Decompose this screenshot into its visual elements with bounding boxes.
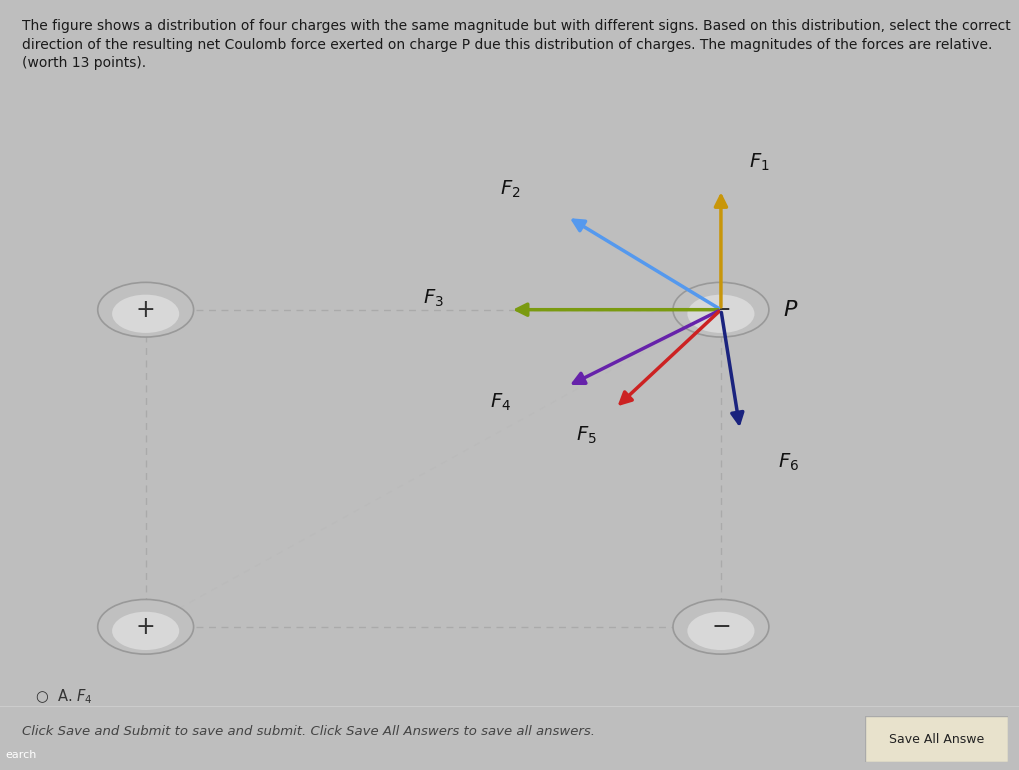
- Text: $P$: $P$: [783, 300, 798, 320]
- Text: $F_6$: $F_6$: [776, 452, 798, 474]
- Text: $F_3$: $F_3$: [423, 288, 443, 310]
- Text: The figure shows a distribution of four charges with the same magnitude but with: The figure shows a distribution of four …: [22, 19, 1010, 70]
- Circle shape: [98, 283, 194, 337]
- Text: $F_5$: $F_5$: [576, 425, 596, 446]
- Text: ○  A. $F_4$: ○ A. $F_4$: [35, 687, 93, 705]
- Circle shape: [687, 611, 754, 650]
- Text: $F_2$: $F_2$: [499, 179, 520, 200]
- Text: Click Save and Submit to save and submit. Click Save All Answers to save all ans: Click Save and Submit to save and submit…: [22, 725, 595, 738]
- Text: +: +: [136, 614, 155, 639]
- Circle shape: [112, 611, 179, 650]
- Circle shape: [673, 283, 768, 337]
- FancyBboxPatch shape: [864, 716, 1007, 762]
- Text: −: −: [710, 614, 730, 639]
- Circle shape: [98, 599, 194, 654]
- Text: earch: earch: [5, 750, 37, 759]
- Circle shape: [112, 295, 179, 333]
- Text: $F_1$: $F_1$: [748, 152, 768, 172]
- Circle shape: [673, 599, 768, 654]
- Circle shape: [687, 295, 754, 333]
- Text: Save All Answe: Save All Answe: [888, 733, 983, 745]
- Text: +: +: [136, 298, 155, 322]
- Text: $F_4$: $F_4$: [489, 392, 511, 413]
- Text: −: −: [710, 298, 730, 322]
